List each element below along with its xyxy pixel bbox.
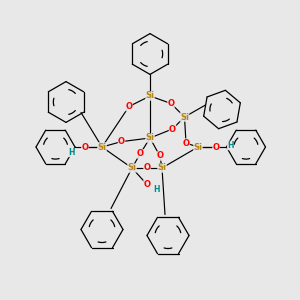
Text: O: O [81, 142, 88, 152]
Text: H: H [68, 148, 74, 157]
Text: O: O [136, 149, 144, 158]
Text: Si: Si [180, 112, 189, 122]
Text: H: H [153, 184, 160, 194]
Text: O: O [143, 164, 151, 172]
Text: O: O [118, 137, 125, 146]
Text: Si: Si [146, 134, 154, 142]
Text: O: O [212, 142, 220, 152]
Text: Si: Si [158, 164, 166, 172]
Text: Si: Si [98, 142, 106, 152]
Text: O: O [143, 180, 151, 189]
Text: O: O [169, 124, 176, 134]
Text: O: O [182, 139, 190, 148]
Text: H: H [227, 141, 234, 150]
Text: Si: Si [194, 142, 202, 152]
Text: O: O [125, 102, 133, 111]
Text: Si: Si [128, 164, 136, 172]
Text: Si: Si [146, 92, 154, 100]
Text: O: O [156, 152, 164, 160]
Text: O: O [167, 99, 175, 108]
